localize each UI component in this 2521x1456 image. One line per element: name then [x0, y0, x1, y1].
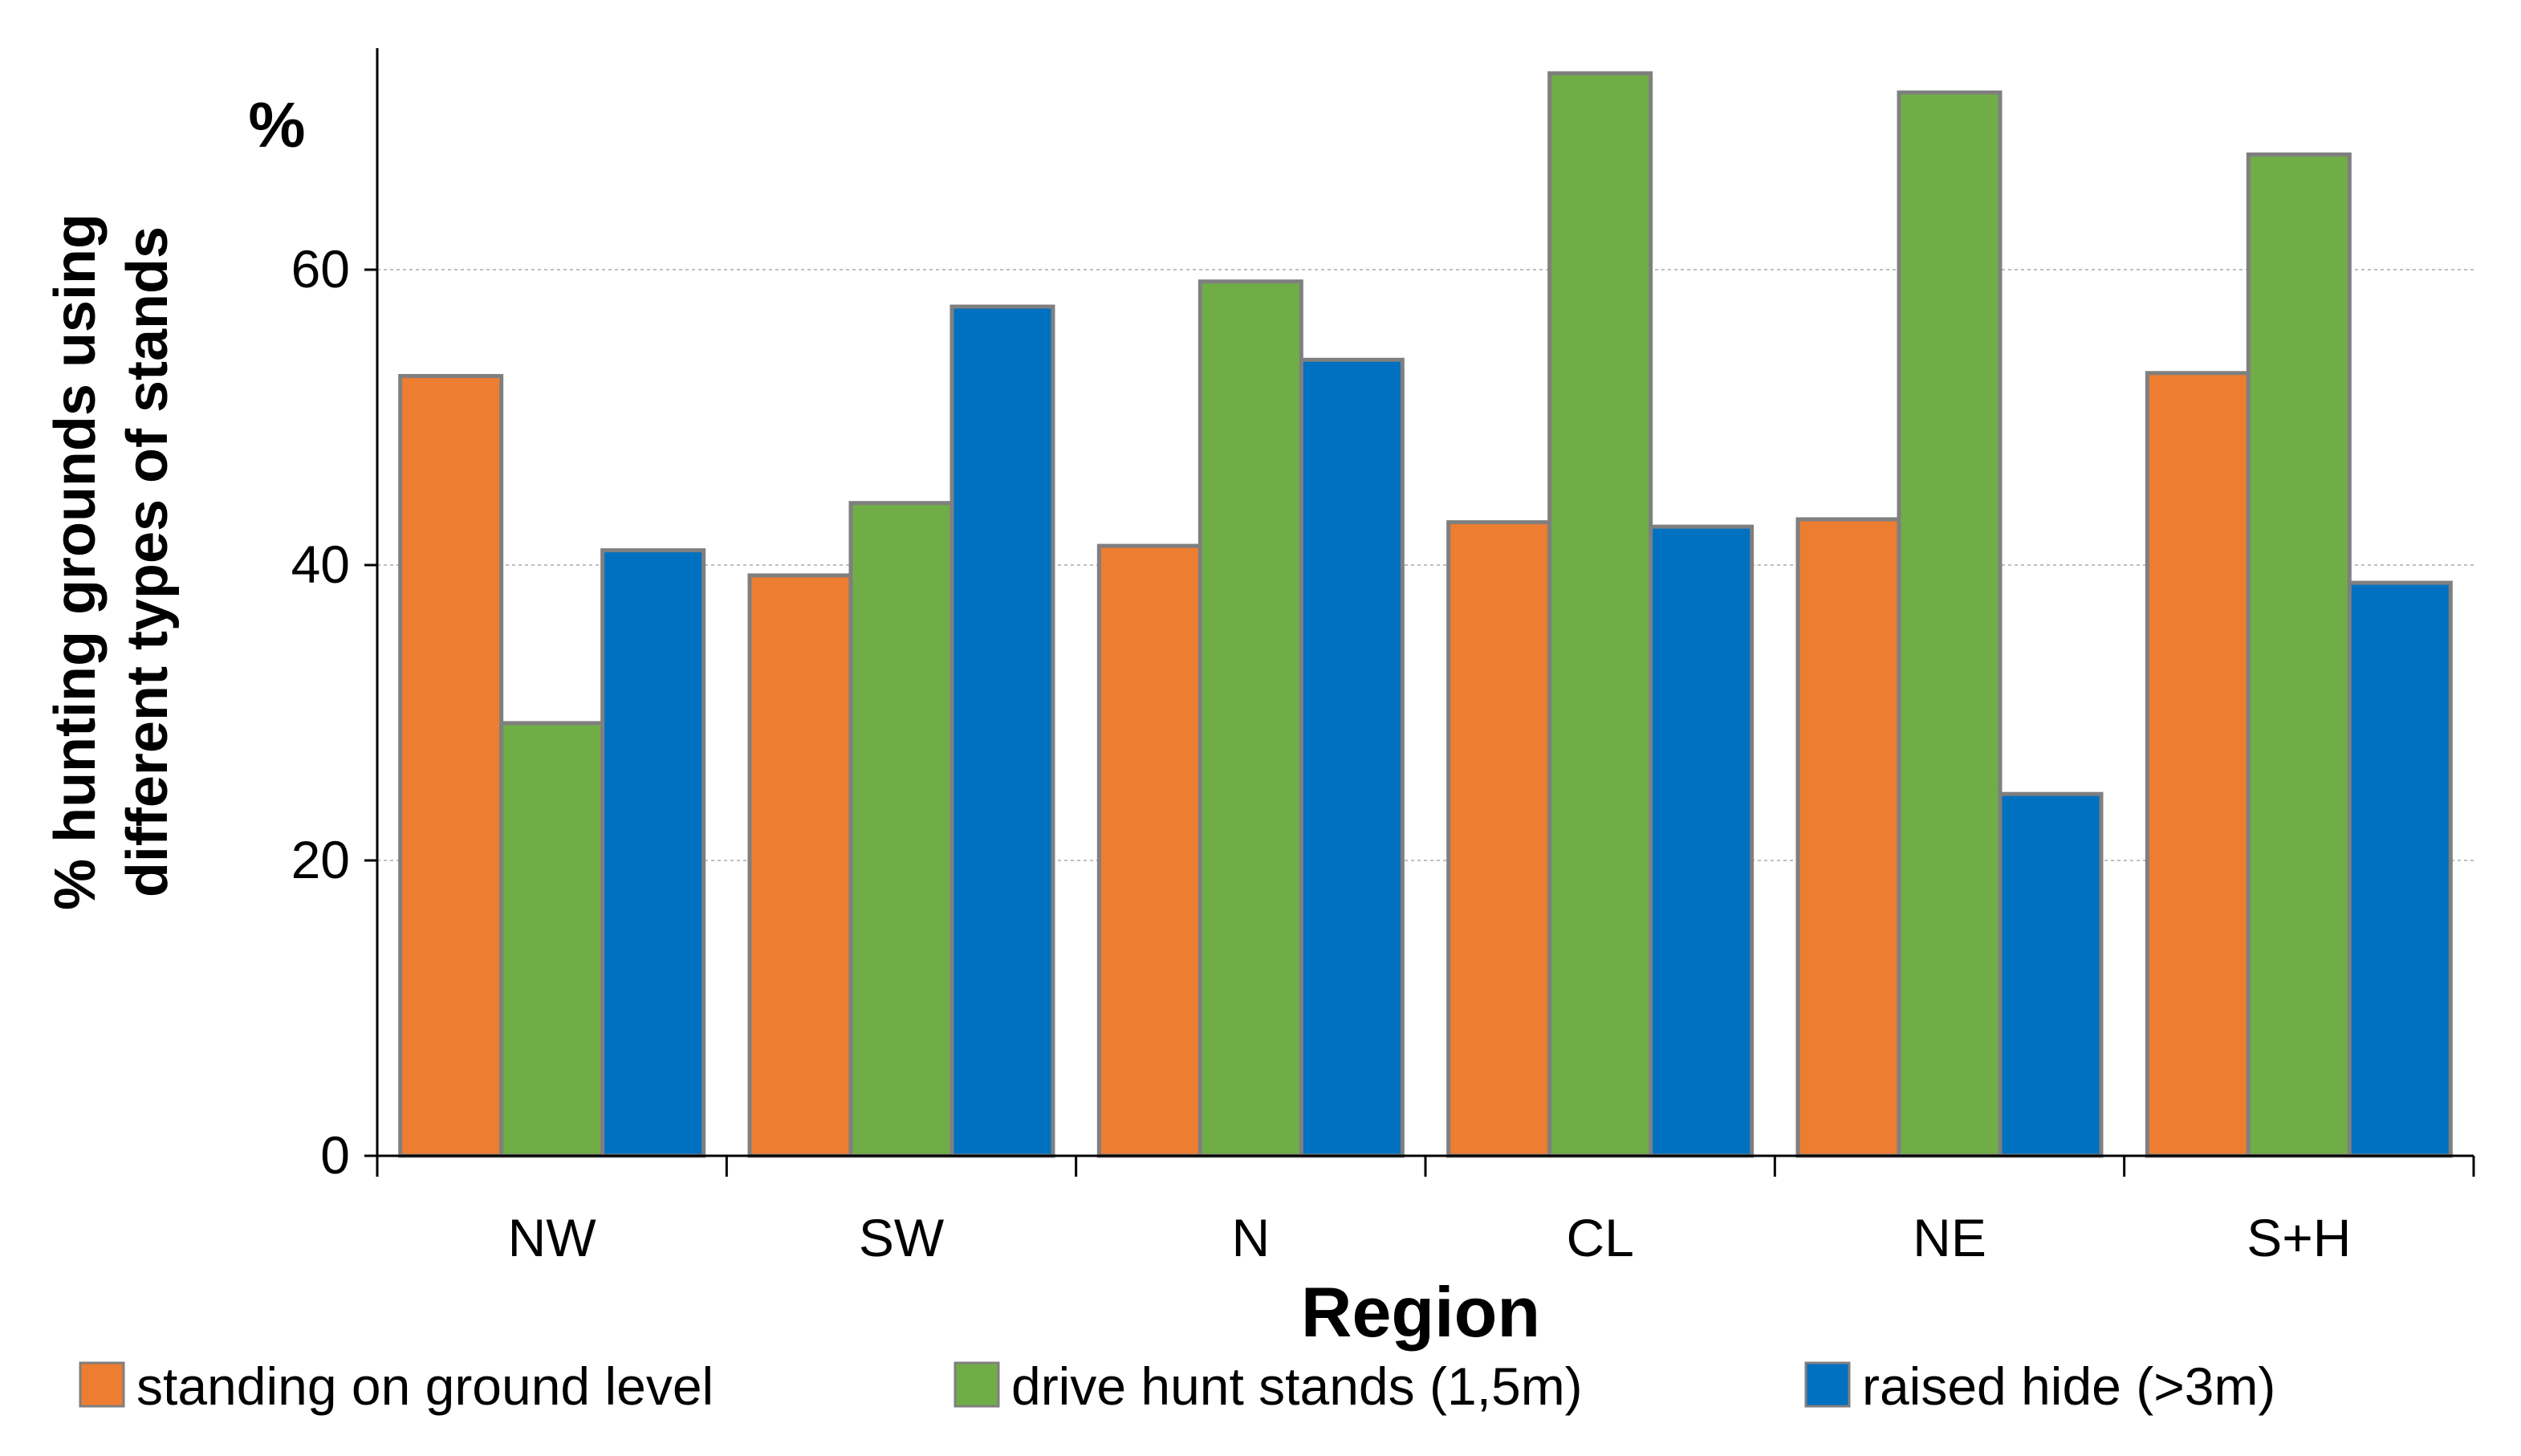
y-axis-title-line2: different types of stands: [116, 226, 180, 897]
y-tick-label: 40: [291, 535, 350, 594]
x-tick-label: NW: [508, 1208, 597, 1267]
x-tick-label: N: [1231, 1208, 1270, 1267]
y-tick-label: 0: [320, 1125, 350, 1185]
bar-n-series-1: [1197, 279, 1303, 1158]
bar-ne-series-1: [1897, 90, 2003, 1158]
bar-sh-series-2: [2347, 580, 2453, 1158]
bar-nw-series-0: [398, 373, 504, 1158]
bar-cl-series-1: [1547, 71, 1653, 1158]
x-tick-label: NE: [1913, 1208, 1986, 1267]
bar-ne-series-0: [1795, 517, 1901, 1158]
bars: [398, 71, 2453, 1158]
x-tick-label: CL: [1566, 1208, 1633, 1267]
y-axis-title-line1: % hunting grounds using: [43, 214, 108, 910]
bar-n-series-2: [1299, 357, 1405, 1158]
x-axis-title: Region: [1301, 1272, 1540, 1352]
bar-nw-series-2: [600, 548, 706, 1158]
y-tick-label: 20: [291, 830, 350, 889]
legend: standing on ground level drive hunt stand…: [79, 1356, 2275, 1416]
legend-label: raised hide (>3m): [1862, 1356, 2275, 1416]
bar-n-series-0: [1096, 543, 1202, 1158]
bar-nw-series-1: [499, 721, 605, 1158]
bar-cl-series-0: [1446, 520, 1552, 1158]
x-tick-label: SW: [859, 1208, 945, 1267]
ticks: 0 20 40 60 NW SW N CL NE S+H: [291, 239, 2475, 1267]
bar-sw-series-1: [848, 501, 954, 1158]
bar-sh-series-0: [2145, 371, 2251, 1158]
x-tick-label: S+H: [2247, 1208, 2351, 1267]
bar-sh-series-1: [2246, 152, 2352, 1158]
y-tick-label: 60: [291, 239, 350, 299]
gridlines: [377, 269, 2474, 861]
bar-cl-series-2: [1649, 524, 1755, 1158]
bar-sw-series-0: [747, 573, 853, 1158]
legend-swatch: [954, 1361, 1000, 1408]
legend-swatch: [1804, 1361, 1851, 1408]
legend-swatch: [79, 1361, 125, 1408]
bar-ne-series-2: [1998, 791, 2104, 1158]
legend-label: drive hunt stands (1,5m): [1011, 1356, 1583, 1416]
y-unit-label: %: [248, 89, 305, 161]
legend-label: standing on ground level: [136, 1356, 714, 1416]
bar-sw-series-2: [949, 304, 1055, 1158]
